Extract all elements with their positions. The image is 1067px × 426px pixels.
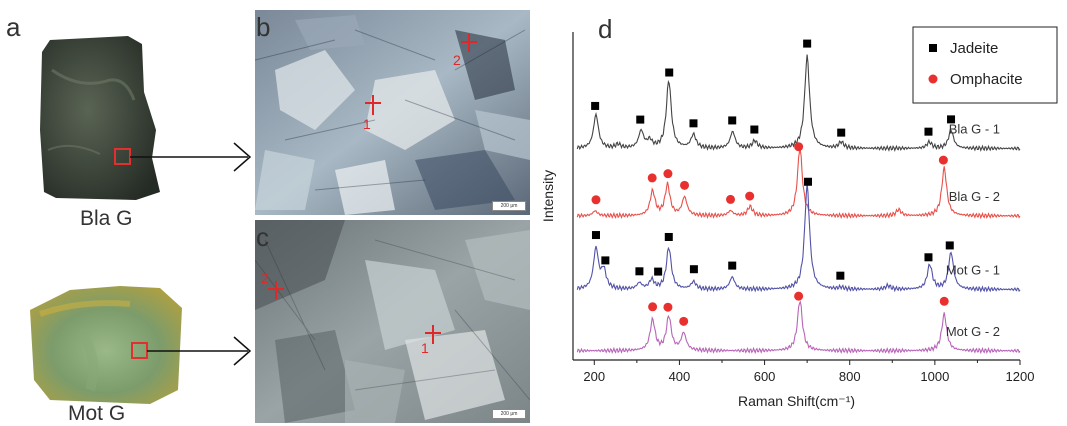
chart-legend: Jadeite Omphacite xyxy=(912,26,1058,104)
jadeite-marker xyxy=(636,115,645,124)
x-tick-label: 400 xyxy=(669,369,691,384)
micrograph-c-point-2: 2 xyxy=(261,270,269,286)
jadeite-marker xyxy=(728,261,737,270)
mot-g-sample-photo xyxy=(30,286,182,404)
omphacite-marker xyxy=(938,155,948,165)
panel-label-d: d xyxy=(598,14,613,44)
omphacite-marker xyxy=(794,142,804,152)
micrograph-c-point-1: 1 xyxy=(421,340,429,356)
series-label-1: Bla G - 1 xyxy=(949,121,1000,136)
jadeite-marker xyxy=(750,125,759,134)
micrograph-b-scale-bar: 200 μm xyxy=(492,201,526,211)
omphacite-marker xyxy=(745,191,755,201)
jadeite-marker xyxy=(635,267,644,276)
series-line-1 xyxy=(576,54,1021,152)
jadeite-marker xyxy=(947,115,956,124)
omphacite-marker xyxy=(647,173,657,183)
bla-g-label: Bla G xyxy=(80,207,133,230)
jadeite-marker xyxy=(601,256,610,265)
omphacite-marker xyxy=(679,316,689,326)
jadeite-marker xyxy=(728,116,737,125)
y-axis-title: Intensity xyxy=(540,170,556,222)
omphacite-marker xyxy=(663,302,673,312)
jadeite-marker xyxy=(689,119,698,128)
chart-markers-group xyxy=(591,39,956,326)
panel-label-a: a xyxy=(6,12,21,42)
jadeite-marker xyxy=(591,101,600,110)
jadeite-marker xyxy=(654,267,663,276)
mot-g-label: Mot G xyxy=(68,402,126,425)
jadeite-marker xyxy=(803,39,812,48)
jadeite-marker xyxy=(945,241,954,250)
arrow-overlay xyxy=(130,142,252,366)
jadeite-marker xyxy=(924,253,933,262)
omphacite-marker xyxy=(794,291,804,301)
series-label-3: Mot G - 1 xyxy=(946,262,1000,277)
x-tick-label: 200 xyxy=(583,369,605,384)
series-line-2 xyxy=(576,148,1021,220)
omphacite-marker xyxy=(591,195,601,205)
panel-label-c: c xyxy=(256,222,269,252)
legend-omphacite-marker xyxy=(928,74,938,84)
series-label-2: Bla G - 2 xyxy=(949,189,1000,204)
omphacite-marker xyxy=(939,296,949,306)
legend-entry-jadeite: Jadeite xyxy=(950,40,998,57)
arrow-to-c xyxy=(147,336,252,366)
omphacite-marker xyxy=(663,169,673,179)
jadeite-marker xyxy=(591,231,600,240)
chart-series-group: Bla G - 1 Bla G - 2 Mot G - 1 Mot G - 2 xyxy=(576,54,1021,355)
arrow-to-b xyxy=(130,142,252,172)
legend-jadeite-marker xyxy=(929,44,937,52)
x-axis-title: Raman Shift(cm⁻¹) xyxy=(738,393,855,409)
omphacite-marker xyxy=(726,194,736,204)
x-tick-label: 1000 xyxy=(920,369,949,384)
omphacite-marker xyxy=(648,302,658,312)
legend-box xyxy=(912,26,1058,104)
series-line-4 xyxy=(576,300,1021,355)
series-label-4: Mot G - 2 xyxy=(946,324,1000,339)
jadeite-marker xyxy=(664,232,673,241)
micrograph-c: 1 2 200 μm xyxy=(255,220,530,423)
series-line-3 xyxy=(576,183,1021,293)
x-tick-label: 800 xyxy=(839,369,861,384)
chart-axes: 200 400 600 800 1000 1200 Raman Shift(cm⁻¹) Int… xyxy=(540,32,1034,409)
jadeite-marker xyxy=(924,127,933,136)
bla-g-sample-photo xyxy=(40,36,160,200)
x-tick-label: 1200 xyxy=(1006,369,1035,384)
micrograph-b-point-1: 1 xyxy=(363,116,371,132)
micrograph-b: 1 2 200 μm xyxy=(255,10,530,215)
omphacite-marker xyxy=(680,180,690,190)
jadeite-marker xyxy=(665,68,674,77)
x-tick-label: 600 xyxy=(754,369,776,384)
micrograph-b-point-2: 2 xyxy=(453,52,461,68)
panel-label-b: b xyxy=(256,12,271,42)
jadeite-marker xyxy=(803,177,812,186)
legend-entry-omphacite: Omphacite xyxy=(950,71,1023,88)
jadeite-marker xyxy=(689,265,698,274)
jadeite-marker xyxy=(836,271,845,280)
micrograph-c-scale-bar: 200 μm xyxy=(492,409,526,419)
jadeite-marker xyxy=(837,128,846,137)
